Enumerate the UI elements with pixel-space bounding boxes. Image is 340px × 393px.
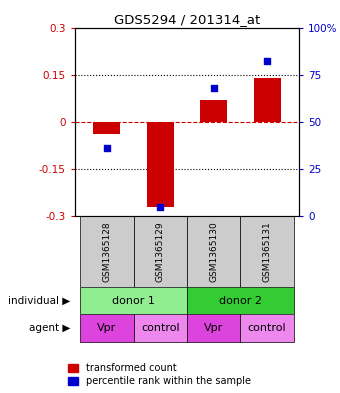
Text: control: control: [248, 323, 287, 333]
Text: GSM1365130: GSM1365130: [209, 221, 218, 282]
Text: individual ▶: individual ▶: [8, 296, 70, 306]
Text: donor 1: donor 1: [112, 296, 155, 306]
Bar: [187, 314, 240, 342]
Bar: [254, 78, 280, 122]
Legend: transformed count, percentile rank within the sample: transformed count, percentile rank withi…: [66, 361, 252, 388]
Text: Vpr: Vpr: [204, 323, 223, 333]
Title: GDS5294 / 201314_at: GDS5294 / 201314_at: [114, 13, 260, 26]
Bar: [147, 122, 174, 207]
Text: control: control: [141, 323, 180, 333]
Bar: [94, 122, 120, 134]
Point: [265, 58, 270, 64]
Point: [104, 145, 109, 151]
Text: donor 2: donor 2: [219, 296, 262, 306]
Bar: [187, 216, 240, 287]
Point: [211, 85, 217, 91]
Bar: [80, 216, 134, 287]
Text: agent ▶: agent ▶: [29, 323, 70, 333]
Bar: [200, 100, 227, 122]
Text: GSM1365129: GSM1365129: [156, 221, 165, 282]
Text: GSM1365131: GSM1365131: [262, 221, 272, 282]
Bar: [134, 216, 187, 287]
Bar: [240, 216, 294, 287]
Text: GSM1365128: GSM1365128: [102, 221, 112, 282]
Text: Vpr: Vpr: [97, 323, 117, 333]
Bar: [134, 314, 187, 342]
Bar: [80, 287, 187, 314]
Bar: [187, 287, 294, 314]
Point: [157, 204, 163, 210]
Bar: [80, 314, 134, 342]
Bar: [240, 314, 294, 342]
